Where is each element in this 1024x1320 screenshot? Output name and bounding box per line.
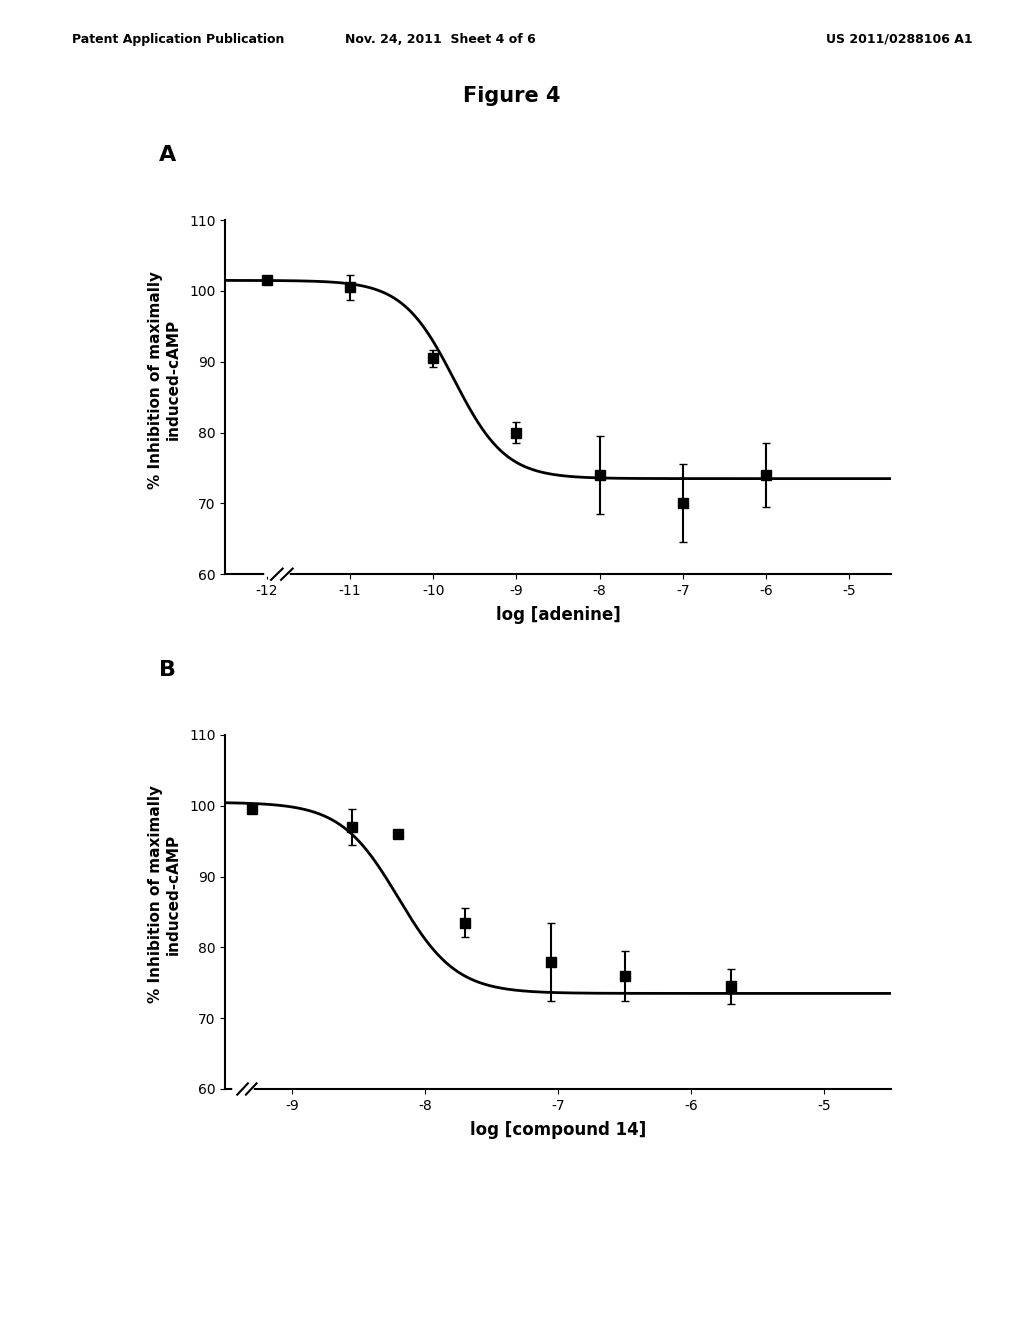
X-axis label: log [adenine]: log [adenine] <box>496 606 621 624</box>
Text: A: A <box>159 145 176 165</box>
Text: Patent Application Publication: Patent Application Publication <box>72 33 284 46</box>
Text: US 2011/0288106 A1: US 2011/0288106 A1 <box>826 33 973 46</box>
Y-axis label: % Inhibition of maximally
induced-cAMP: % Inhibition of maximally induced-cAMP <box>148 785 180 1003</box>
Text: B: B <box>159 660 176 680</box>
Text: Nov. 24, 2011  Sheet 4 of 6: Nov. 24, 2011 Sheet 4 of 6 <box>345 33 536 46</box>
Text: Figure 4: Figure 4 <box>463 86 561 106</box>
Y-axis label: % Inhibition of maximally
induced-cAMP: % Inhibition of maximally induced-cAMP <box>148 271 180 488</box>
X-axis label: log [compound 14]: log [compound 14] <box>470 1121 646 1139</box>
